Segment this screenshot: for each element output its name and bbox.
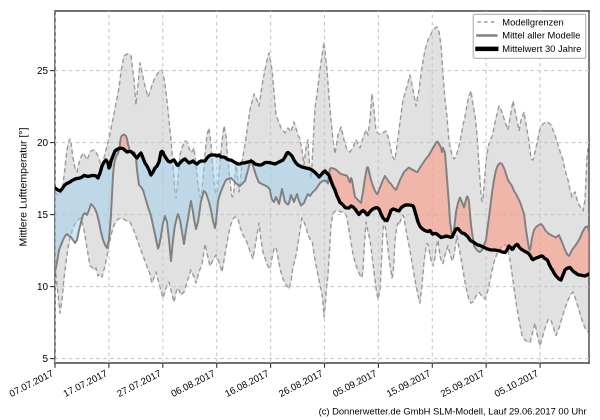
svg-text:(c) Donnerwetter.de GmbH SLM-M: (c) Donnerwetter.de GmbH SLM-Modell, Lau…	[319, 406, 587, 416]
svg-text:5: 5	[42, 354, 48, 365]
svg-text:25: 25	[37, 66, 49, 77]
svg-text:Mittel aller Modelle: Mittel aller Modelle	[502, 31, 580, 41]
svg-text:Modellgrenzen: Modellgrenzen	[502, 17, 563, 27]
svg-text:15: 15	[37, 210, 49, 221]
svg-text:10: 10	[37, 282, 49, 293]
svg-text:Mittelwert 30 Jahre: Mittelwert 30 Jahre	[502, 44, 581, 54]
svg-text:20: 20	[37, 138, 49, 149]
svg-text:Mittlere Lufttemperatur [°]: Mittlere Lufttemperatur [°]	[17, 127, 29, 246]
